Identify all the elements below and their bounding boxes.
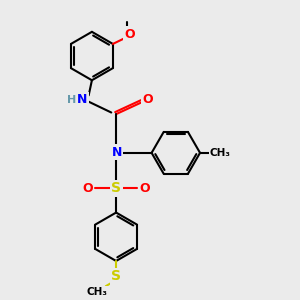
Text: N: N	[112, 146, 122, 159]
Text: N: N	[77, 93, 87, 106]
Text: O: O	[142, 93, 153, 106]
Text: H: H	[67, 94, 76, 105]
Text: S: S	[111, 182, 121, 195]
Text: S: S	[111, 269, 121, 284]
Text: O: O	[140, 182, 150, 195]
Text: O: O	[124, 28, 135, 41]
Text: CH₃: CH₃	[87, 287, 108, 297]
Text: CH₃: CH₃	[210, 148, 231, 158]
Text: O: O	[82, 182, 93, 195]
